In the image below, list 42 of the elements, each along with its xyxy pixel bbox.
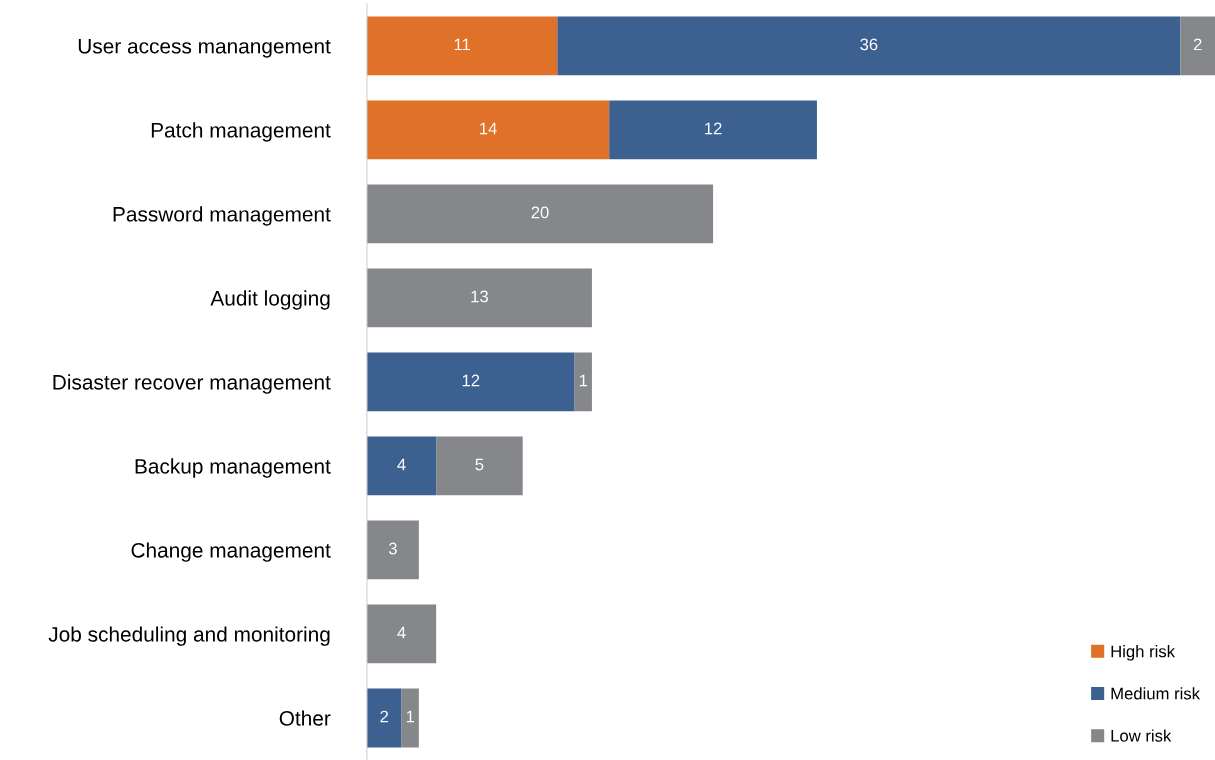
bar [366, 688, 402, 748]
legend-label: High risk [1111, 645, 1176, 661]
data-label: 12 [705, 122, 722, 135]
legend-label: Medium risk [1111, 687, 1201, 700]
data-label: 12 [462, 374, 480, 387]
bar [366, 436, 437, 496]
y-tick-label: Backup management [135, 458, 331, 478]
y-tick-label: Other [279, 710, 331, 726]
bar [1180, 16, 1215, 76]
bar [574, 352, 592, 412]
data-label: 4 [397, 458, 406, 471]
data-label: 14 [480, 122, 497, 135]
bar [366, 268, 592, 328]
data-label: 3 [388, 542, 397, 555]
y-tick-label: Job scheduling and monitoring [48, 626, 330, 646]
y-tick-label: Change management [131, 542, 331, 562]
data-label: 11 [454, 38, 470, 51]
data-label: 20 [531, 206, 549, 219]
bar [366, 520, 419, 580]
y-tick-label: User access manangement [78, 39, 331, 58]
data-label: 13 [471, 290, 488, 303]
data-label: 2 [1193, 38, 1202, 51]
bar [436, 436, 523, 496]
bar [366, 352, 575, 412]
bar [557, 16, 1181, 76]
data-label: 1 [579, 374, 588, 387]
data-label: 2 [380, 710, 389, 723]
y-tick-label: Disaster recover management [53, 374, 331, 394]
data-label: 4 [397, 626, 406, 639]
bar [366, 16, 558, 76]
bar [609, 100, 817, 160]
legend-label: Low risk [1111, 729, 1172, 742]
bar [366, 184, 714, 244]
bar [401, 688, 419, 748]
bar [366, 100, 610, 160]
bar [366, 604, 437, 664]
y-tick-label: Audit logging [210, 290, 330, 310]
data-label: 1 [406, 710, 415, 723]
y-tick-label: Patch management [151, 122, 331, 142]
data-label: 5 [475, 458, 484, 471]
y-tick-label: Password management [113, 206, 331, 226]
data-label: 36 [860, 38, 878, 51]
